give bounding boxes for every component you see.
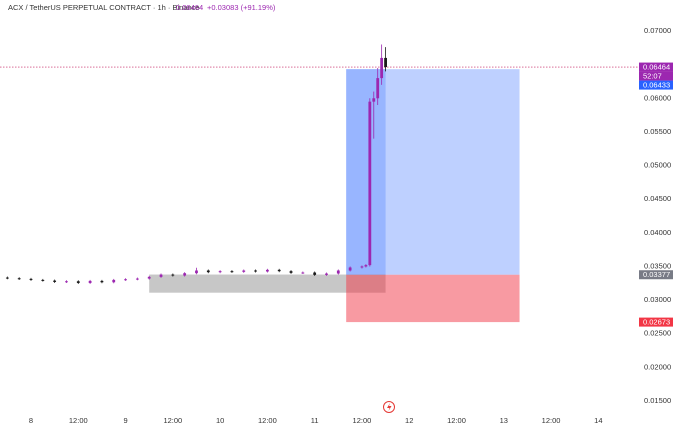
symbol-title: ACX / TetherUS PERPETUAL CONTRACT · 1h ·… bbox=[8, 3, 200, 12]
elapsed-profit bbox=[346, 69, 386, 275]
candle-body bbox=[380, 57, 384, 79]
candle-body bbox=[376, 78, 380, 99]
y-tick-label: 0.03000 bbox=[644, 295, 671, 304]
candle-body bbox=[289, 271, 293, 273]
x-tick-label: 12:00 bbox=[69, 416, 88, 425]
candle-body bbox=[364, 265, 368, 267]
x-tick-label: 12:00 bbox=[542, 416, 561, 425]
price-tag bbox=[639, 270, 673, 280]
candle-body bbox=[242, 270, 246, 272]
candle-body bbox=[65, 281, 68, 283]
candle-body bbox=[112, 279, 116, 283]
x-tick-label: 12:00 bbox=[163, 416, 182, 425]
candle-body bbox=[147, 276, 151, 279]
candle-body bbox=[100, 280, 104, 283]
candle-body bbox=[195, 270, 198, 274]
y-tick-label: 0.07000 bbox=[644, 26, 671, 35]
candle-body bbox=[277, 269, 281, 272]
candle-body bbox=[325, 273, 328, 275]
candle-body bbox=[313, 272, 317, 275]
y-tick-label: 0.05000 bbox=[644, 161, 671, 170]
price-tag bbox=[639, 80, 673, 90]
candle-body bbox=[124, 279, 127, 281]
header-change: +0.03083 (+91.19%) bbox=[207, 3, 276, 12]
y-tick-label: 0.04000 bbox=[644, 228, 671, 237]
x-tick-label: 12:00 bbox=[258, 416, 277, 425]
candle-body bbox=[348, 267, 352, 271]
candle-body bbox=[53, 280, 57, 282]
candle-body bbox=[254, 270, 257, 272]
price-tag-label: 0.06464 bbox=[643, 62, 670, 71]
candle-body bbox=[88, 280, 92, 283]
x-tick-label: 12:00 bbox=[353, 416, 372, 425]
y-tick-label: 0.04500 bbox=[644, 194, 671, 203]
y-tick-label: 0.05500 bbox=[644, 127, 671, 136]
candle-body bbox=[368, 101, 372, 266]
candle-body bbox=[17, 278, 21, 280]
price-tag bbox=[639, 317, 673, 327]
x-tick-label: 12 bbox=[405, 416, 413, 425]
candle-body bbox=[230, 271, 234, 273]
candle-body bbox=[301, 272, 305, 274]
x-tick-label: 11 bbox=[311, 416, 319, 425]
x-tick-label: 12:00 bbox=[447, 416, 466, 425]
candle-body bbox=[384, 57, 387, 68]
x-tick-label: 13 bbox=[500, 416, 508, 425]
profit-zone bbox=[346, 69, 520, 275]
candle-body bbox=[76, 281, 80, 283]
y-tick-label: 0.01500 bbox=[644, 396, 671, 405]
y-tick-label: 0.03500 bbox=[644, 261, 671, 270]
x-tick-label: 9 bbox=[123, 416, 127, 425]
candle-body bbox=[29, 278, 33, 280]
candle-body bbox=[135, 278, 139, 280]
y-tick-label: 0.02500 bbox=[644, 329, 671, 338]
candle-body bbox=[360, 266, 364, 268]
y-tick-label: 0.02000 bbox=[644, 362, 671, 371]
x-tick-label: 14 bbox=[594, 416, 602, 425]
replay-icon[interactable] bbox=[383, 401, 395, 413]
price-tag bbox=[639, 62, 673, 72]
candle-body bbox=[218, 271, 222, 273]
price-tag bbox=[639, 71, 673, 81]
candle-body bbox=[159, 274, 163, 277]
candle-body bbox=[171, 274, 175, 276]
candle-body bbox=[206, 270, 210, 273]
price-tag-label: 0.03377 bbox=[643, 270, 670, 279]
plot-area bbox=[0, 44, 638, 323]
y-tick-label: 0.06000 bbox=[644, 93, 671, 102]
candle-body bbox=[265, 269, 269, 272]
candle-body bbox=[183, 273, 187, 276]
price-tag-label: 52:07 bbox=[643, 71, 662, 80]
price-tag-label: 0.02673 bbox=[643, 317, 670, 326]
candle-body bbox=[41, 279, 45, 281]
range-box bbox=[149, 274, 386, 293]
candle-body bbox=[336, 270, 340, 274]
price-tag-label: 0.06433 bbox=[643, 80, 670, 89]
header-price: 0.06464 bbox=[176, 3, 203, 12]
candle-body bbox=[5, 277, 9, 279]
stop-zone bbox=[346, 274, 520, 323]
x-tick-label: 10 bbox=[216, 416, 224, 425]
candle-body bbox=[372, 98, 376, 102]
x-tick-label: 8 bbox=[29, 416, 33, 425]
